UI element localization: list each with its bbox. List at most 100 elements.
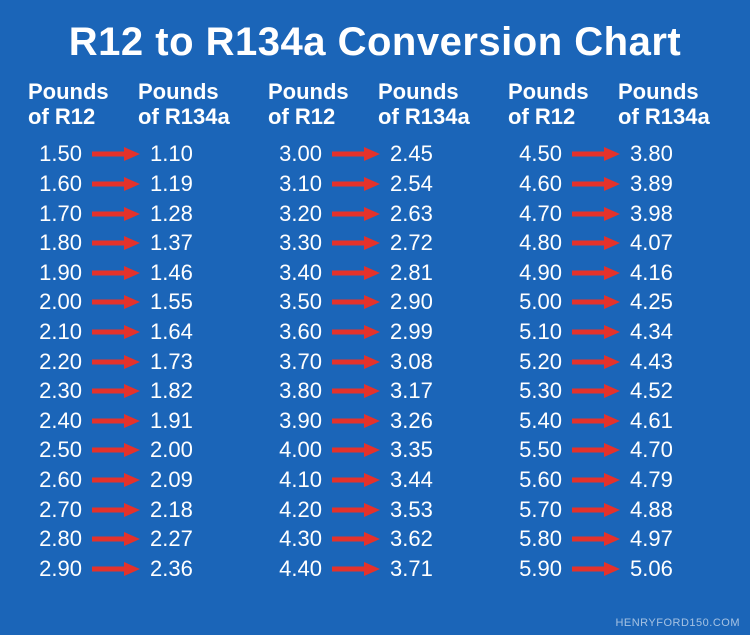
r134a-value: 4.79 — [626, 467, 726, 493]
arrow-cell — [566, 147, 626, 161]
r134a-value: 3.44 — [386, 467, 486, 493]
table-row: 2.00 1.55 — [24, 288, 246, 318]
table-row: 5.80 4.97 — [504, 524, 726, 554]
arrow-cell — [86, 325, 146, 339]
arrow-icon — [92, 236, 140, 250]
arrow-cell — [326, 414, 386, 428]
table-row: 5.40 4.61 — [504, 406, 726, 436]
r134a-value: 3.89 — [626, 171, 726, 197]
table-row: 2.80 2.27 — [24, 524, 246, 554]
column-headers: Poundsof R12Poundsof R134a — [24, 79, 246, 130]
table-row: 5.10 4.34 — [504, 317, 726, 347]
arrow-cell — [86, 236, 146, 250]
arrow-icon — [92, 384, 140, 398]
r134a-value: 3.80 — [626, 141, 726, 167]
rows: 4.50 3.804.60 3.894.70 3.984.80 4.074.90… — [504, 140, 726, 584]
table-row: 3.40 2.81 — [264, 258, 486, 288]
r134a-value: 2.90 — [386, 289, 486, 315]
arrow-cell — [566, 207, 626, 221]
r12-value: 4.70 — [504, 201, 566, 227]
table-row: 3.80 3.17 — [264, 376, 486, 406]
arrow-icon — [332, 503, 380, 517]
r134a-value: 4.07 — [626, 230, 726, 256]
arrow-icon — [572, 473, 620, 487]
arrow-cell — [326, 355, 386, 369]
arrow-cell — [566, 384, 626, 398]
arrow-cell — [566, 532, 626, 546]
r134a-value: 1.73 — [146, 349, 246, 375]
arrow-cell — [566, 562, 626, 576]
conversion-chart: R12 to R134a Conversion Chart Poundsof R… — [0, 0, 750, 635]
table-row: 2.90 2.36 — [24, 554, 246, 584]
arrow-icon — [332, 236, 380, 250]
r134a-value: 1.82 — [146, 378, 246, 404]
r12-value: 3.10 — [264, 171, 326, 197]
arrow-icon — [332, 177, 380, 191]
chart-columns: Poundsof R12Poundsof R134a 1.50 1.101.60 … — [24, 79, 726, 584]
arrow-cell — [86, 443, 146, 457]
arrow-icon — [92, 325, 140, 339]
arrow-cell — [566, 325, 626, 339]
r12-value: 5.30 — [504, 378, 566, 404]
chart-column: Poundsof R12Poundsof R134a 1.50 1.101.60 … — [24, 79, 246, 584]
arrow-icon — [92, 443, 140, 457]
table-row: 3.10 2.54 — [264, 169, 486, 199]
r134a-value: 1.46 — [146, 260, 246, 286]
arrow-icon — [572, 295, 620, 309]
r134a-value: 3.26 — [386, 408, 486, 434]
chart-title: R12 to R134a Conversion Chart — [24, 20, 726, 65]
arrow-cell — [566, 503, 626, 517]
arrow-icon — [92, 473, 140, 487]
arrow-icon — [572, 384, 620, 398]
table-row: 4.10 3.44 — [264, 465, 486, 495]
r12-value: 1.90 — [24, 260, 86, 286]
arrow-icon — [572, 147, 620, 161]
r134a-value: 2.54 — [386, 171, 486, 197]
arrow-icon — [92, 147, 140, 161]
r12-value: 5.20 — [504, 349, 566, 375]
r12-value: 3.20 — [264, 201, 326, 227]
r134a-value: 3.62 — [386, 526, 486, 552]
r12-value: 2.90 — [24, 556, 86, 582]
arrow-icon — [332, 562, 380, 576]
r134a-value: 1.91 — [146, 408, 246, 434]
arrow-icon — [332, 473, 380, 487]
table-row: 4.30 3.62 — [264, 524, 486, 554]
column-header-r12: Poundsof R12 — [504, 79, 616, 130]
r134a-value: 2.45 — [386, 141, 486, 167]
column-header-r12: Poundsof R12 — [264, 79, 376, 130]
arrow-cell — [326, 236, 386, 250]
arrow-icon — [572, 443, 620, 457]
r134a-value: 2.99 — [386, 319, 486, 345]
r134a-value: 3.53 — [386, 497, 486, 523]
arrow-cell — [86, 147, 146, 161]
arrow-icon — [92, 207, 140, 221]
r134a-value: 4.61 — [626, 408, 726, 434]
arrow-icon — [332, 443, 380, 457]
table-row: 3.00 2.45 — [264, 140, 486, 170]
arrow-icon — [92, 503, 140, 517]
arrow-icon — [92, 414, 140, 428]
table-row: 5.60 4.79 — [504, 465, 726, 495]
arrow-cell — [566, 414, 626, 428]
arrow-icon — [572, 532, 620, 546]
r134a-value: 4.43 — [626, 349, 726, 375]
r12-value: 3.70 — [264, 349, 326, 375]
table-row: 1.80 1.37 — [24, 228, 246, 258]
table-row: 1.90 1.46 — [24, 258, 246, 288]
rows: 1.50 1.101.60 1.191.70 1.281.80 1.371.90… — [24, 140, 246, 584]
r134a-value: 1.10 — [146, 141, 246, 167]
table-row: 3.60 2.99 — [264, 317, 486, 347]
r12-value: 2.80 — [24, 526, 86, 552]
table-row: 4.00 3.35 — [264, 436, 486, 466]
arrow-icon — [92, 266, 140, 280]
r12-value: 3.00 — [264, 141, 326, 167]
r12-value: 4.40 — [264, 556, 326, 582]
arrow-cell — [566, 236, 626, 250]
r134a-value: 4.34 — [626, 319, 726, 345]
chart-column: Poundsof R12Poundsof R134a4.50 3.804.60 … — [504, 79, 726, 584]
r134a-value: 3.98 — [626, 201, 726, 227]
arrow-icon — [92, 355, 140, 369]
r134a-value: 4.16 — [626, 260, 726, 286]
r12-value: 1.70 — [24, 201, 86, 227]
